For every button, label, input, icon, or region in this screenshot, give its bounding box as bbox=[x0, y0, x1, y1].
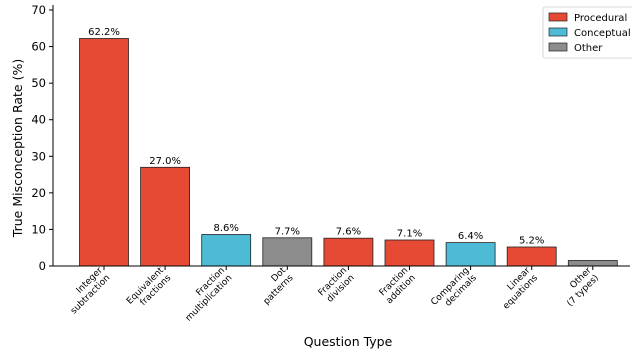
data-label-7: 5.2% bbox=[519, 236, 544, 247]
data-label-2: 8.6% bbox=[213, 223, 238, 234]
y-axis-label: True Misconception Rate (%) bbox=[10, 59, 25, 238]
bar-7 bbox=[506, 246, 557, 267]
bar-1 bbox=[140, 166, 191, 267]
legend-label-2: Other bbox=[574, 43, 603, 54]
data-label-0: 62.2% bbox=[88, 27, 120, 38]
data-label-6: 6.4% bbox=[458, 231, 483, 242]
legend: Procedural Conceptual Other bbox=[542, 6, 632, 59]
bar-8 bbox=[567, 260, 618, 267]
bar-3 bbox=[262, 237, 313, 267]
bar-4 bbox=[323, 237, 374, 267]
bars-group: 62.2% 27.0% 8.6% 7.7% 7.6% 7.1% 6.4% 5.2% bbox=[79, 27, 618, 267]
legend-swatch-0 bbox=[548, 12, 568, 22]
bar-0 bbox=[79, 38, 129, 267]
data-label-4: 7.6% bbox=[336, 227, 361, 238]
y-tick-label-7: 70 bbox=[31, 3, 46, 17]
bar-2 bbox=[201, 234, 252, 267]
legend-label-0: Procedural bbox=[574, 13, 627, 24]
x-tick-label-8: Other(7 types) bbox=[565, 266, 601, 309]
legend-swatch-1 bbox=[548, 27, 568, 37]
y-tick-label-4: 40 bbox=[31, 113, 46, 127]
data-label-5: 7.1% bbox=[397, 229, 422, 240]
legend-swatch-2 bbox=[548, 42, 568, 52]
y-tick-label-0: 0 bbox=[39, 259, 46, 273]
bar-5 bbox=[384, 239, 435, 267]
data-label-3: 7.7% bbox=[275, 226, 300, 237]
legend-label-1: Conceptual bbox=[574, 28, 631, 39]
y-tick-label-6: 60 bbox=[31, 40, 46, 54]
y-tick-label-3: 30 bbox=[31, 149, 46, 163]
y-tick-label-5: 50 bbox=[31, 76, 46, 90]
x-axis-label: Question Type bbox=[304, 334, 393, 349]
y-tick-label-1: 10 bbox=[31, 222, 46, 236]
data-label-1: 27.0% bbox=[149, 156, 181, 167]
y-tick-label-2: 20 bbox=[31, 186, 46, 200]
bar-6 bbox=[445, 242, 496, 267]
